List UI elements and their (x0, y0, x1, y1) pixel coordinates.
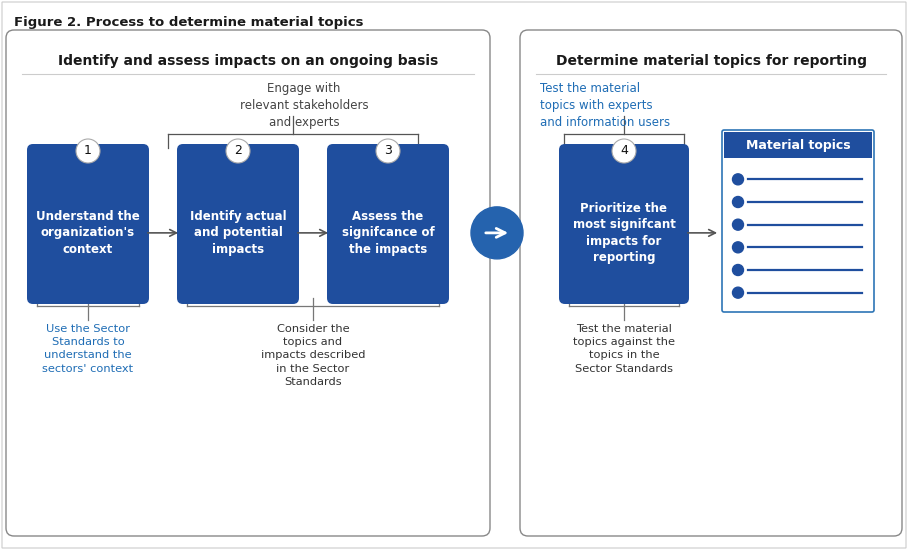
Text: Identify and assess impacts on an ongoing basis: Identify and assess impacts on an ongoin… (58, 54, 439, 68)
Text: Consider the
topics and
impacts described
in the Sector
Standards: Consider the topics and impacts describe… (261, 324, 365, 387)
FancyBboxPatch shape (724, 158, 872, 310)
Text: Prioritize the
most signifcant
impacts for
reporting: Prioritize the most signifcant impacts f… (573, 202, 676, 264)
Text: Material topics: Material topics (745, 139, 850, 151)
FancyBboxPatch shape (27, 144, 149, 304)
Circle shape (612, 139, 636, 163)
FancyBboxPatch shape (559, 144, 689, 304)
Text: Use the Sector
Standards to
understand the
sectors' context: Use the Sector Standards to understand t… (43, 324, 133, 373)
FancyBboxPatch shape (520, 30, 902, 536)
Text: Engage with
relevant stakeholders
and experts: Engage with relevant stakeholders and ex… (240, 82, 369, 129)
Circle shape (733, 287, 744, 298)
Text: 4: 4 (620, 145, 628, 157)
FancyBboxPatch shape (327, 144, 449, 304)
Circle shape (733, 219, 744, 230)
Text: 2: 2 (234, 145, 242, 157)
Text: Determine material topics for reporting: Determine material topics for reporting (556, 54, 866, 68)
FancyBboxPatch shape (177, 144, 299, 304)
Circle shape (733, 196, 744, 207)
Circle shape (376, 139, 400, 163)
Text: Identify actual
and potential
impacts: Identify actual and potential impacts (190, 210, 286, 256)
Text: Assess the
signifcance of
the impacts: Assess the signifcance of the impacts (341, 210, 434, 256)
Circle shape (226, 139, 250, 163)
Text: Test the material
topics with experts
and information users: Test the material topics with experts an… (540, 82, 670, 129)
Circle shape (733, 174, 744, 185)
Text: Figure 2. Process to determine material topics: Figure 2. Process to determine material … (14, 16, 363, 29)
Circle shape (76, 139, 100, 163)
FancyBboxPatch shape (6, 30, 490, 536)
Text: Understand the
organization's
context: Understand the organization's context (36, 210, 140, 256)
Text: Test the material
topics against the
topics in the
Sector Standards: Test the material topics against the top… (573, 324, 675, 373)
Text: 1: 1 (84, 145, 92, 157)
Circle shape (471, 207, 523, 259)
Text: 3: 3 (384, 145, 392, 157)
Circle shape (733, 265, 744, 276)
FancyBboxPatch shape (724, 132, 872, 158)
Circle shape (733, 242, 744, 253)
